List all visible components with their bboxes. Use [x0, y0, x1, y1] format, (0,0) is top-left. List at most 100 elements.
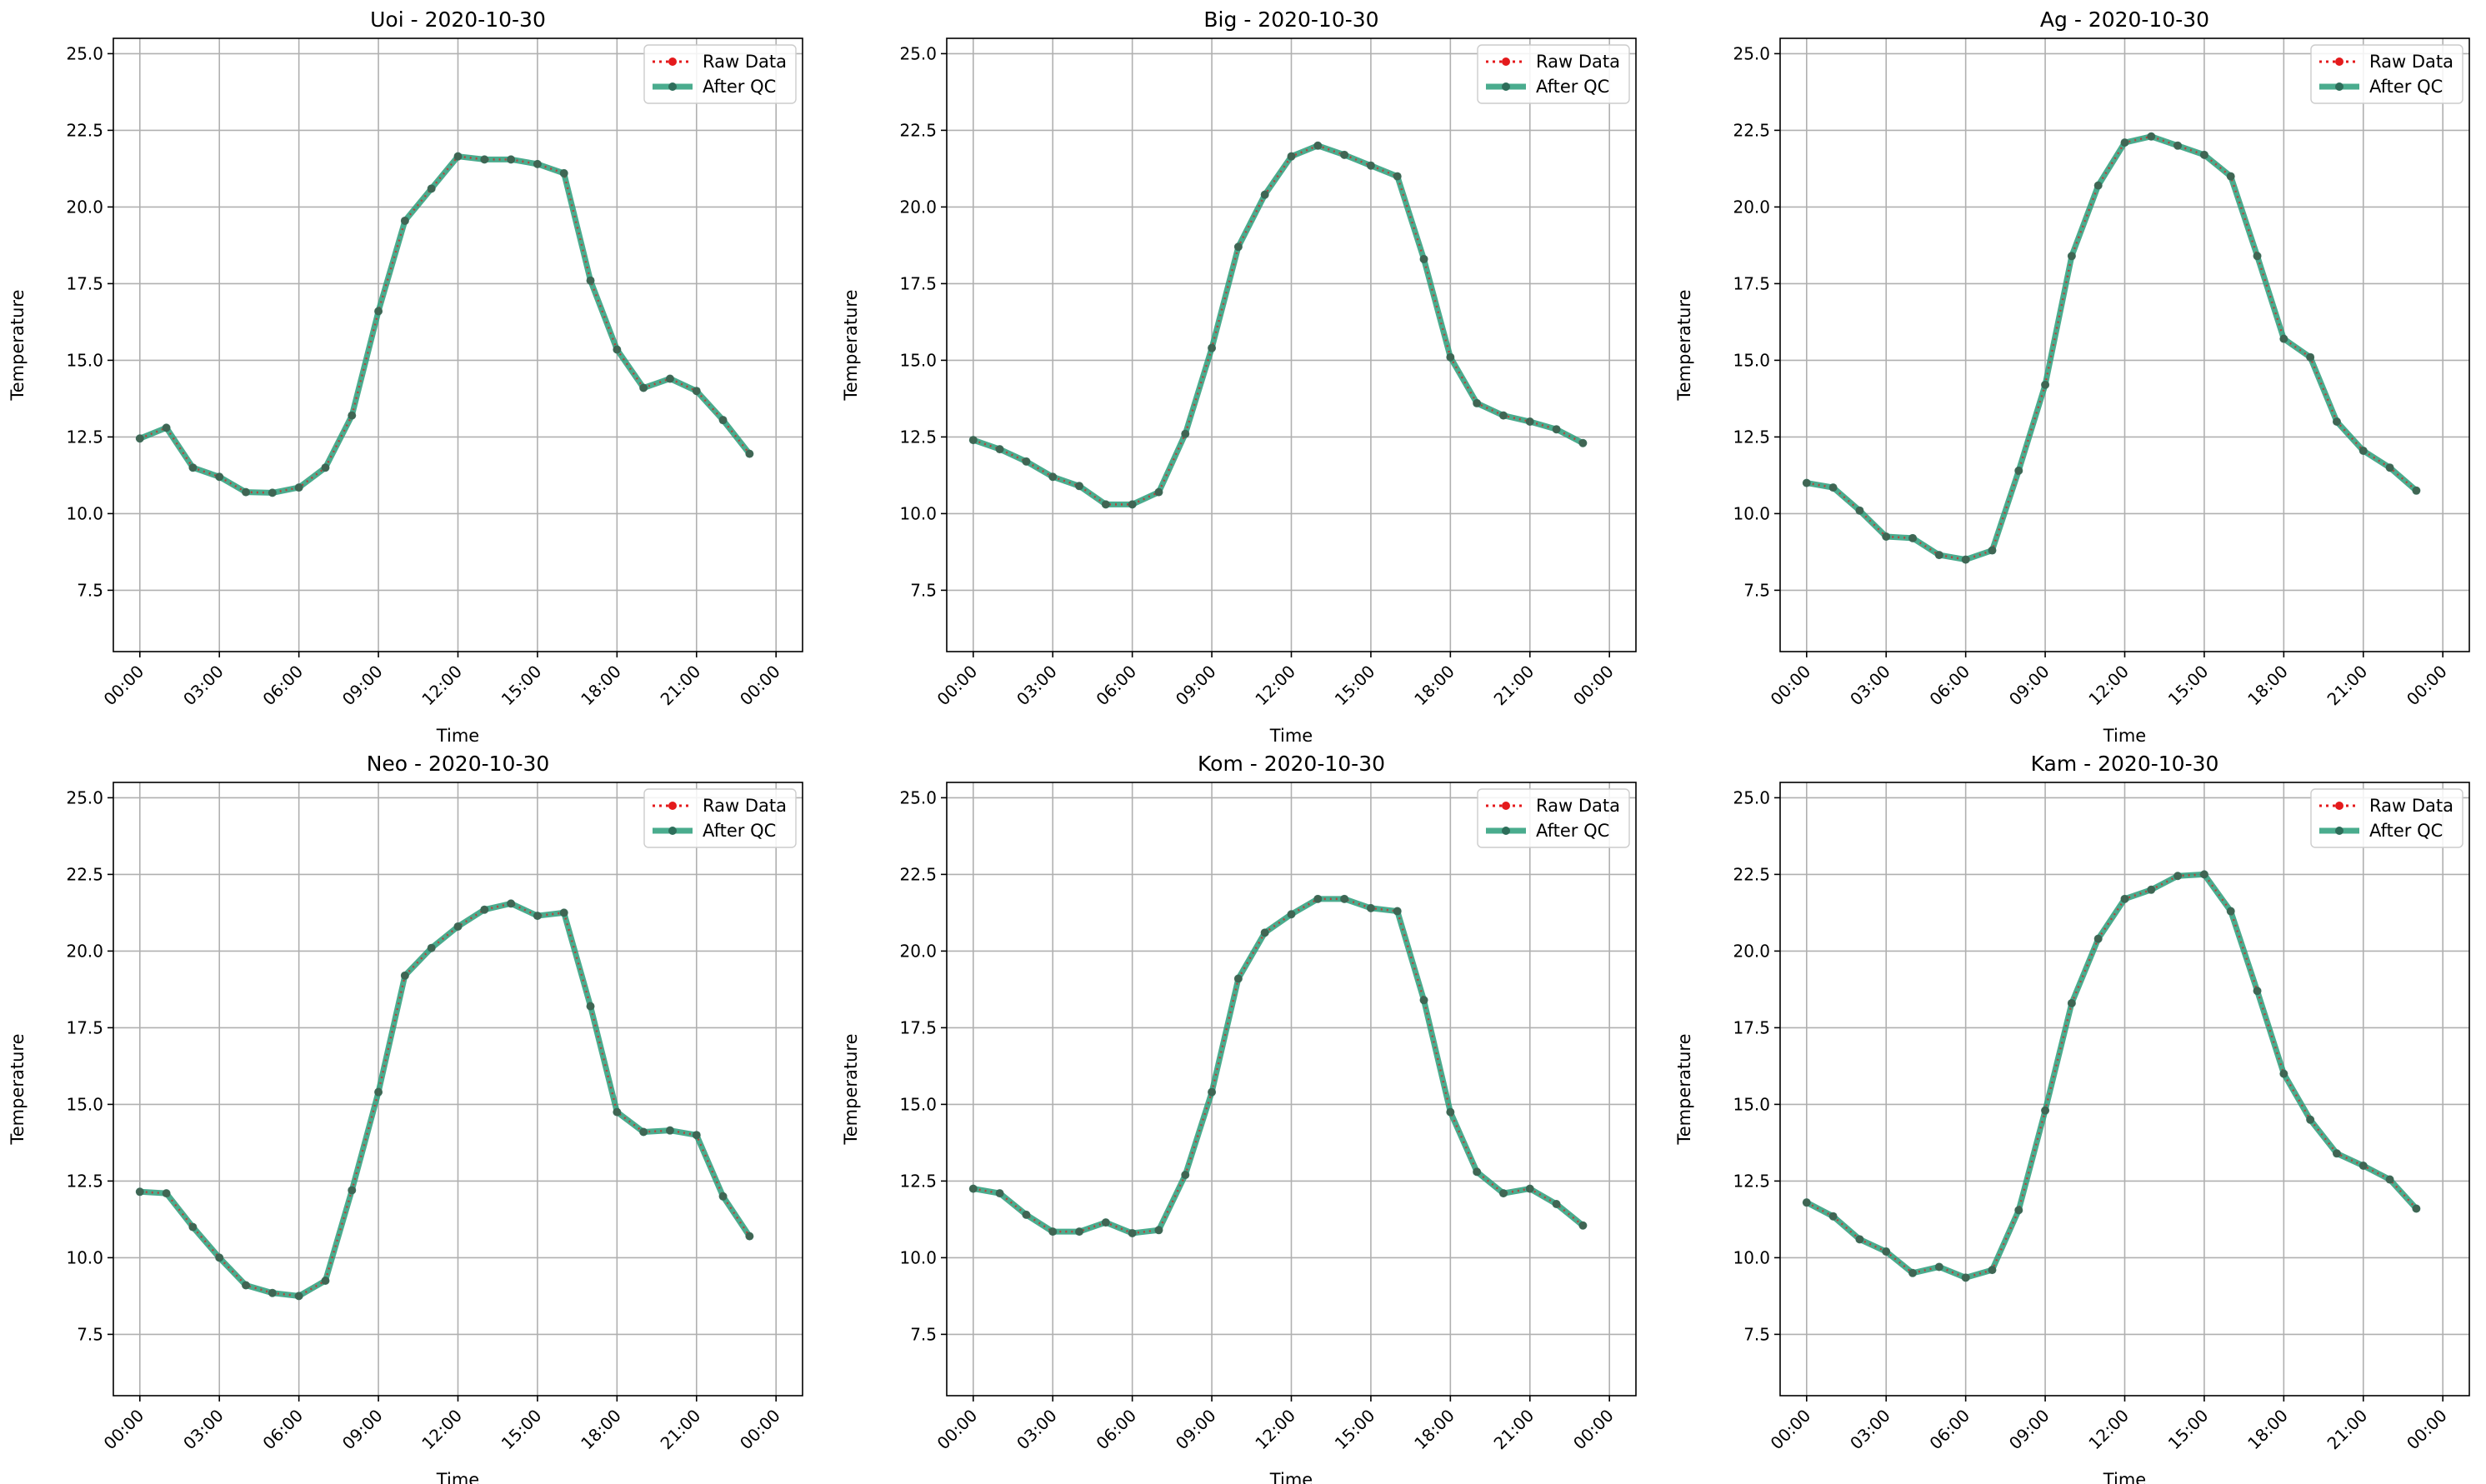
chart-3: 7.5 10.0 12.5 15.0 17.5 20.0 22.5 25.0 00:00 03:0…: [8, 752, 803, 1484]
after-qc-point: [1075, 482, 1084, 491]
y-tick-label: 25.0: [1733, 787, 1770, 807]
chart-2: 7.5 10.0 12.5 15.0 17.5 20.0 22.5 25.0 00:00 03:0…: [1674, 7, 2470, 746]
legend: Raw Data After QC: [1477, 788, 1630, 848]
y-axis-label: Temperature: [8, 289, 28, 401]
after-qc-point: [321, 1277, 330, 1285]
after-qc-point: [1882, 1247, 1891, 1257]
x-tick-label: 15:00: [2164, 662, 2213, 710]
y-tick-label: 7.5: [77, 1324, 103, 1344]
after-qc-point: [1802, 478, 1811, 487]
after-qc-point: [507, 155, 516, 164]
x-tick-label: 21:00: [2323, 1406, 2372, 1454]
after-qc-point: [1260, 190, 1269, 199]
y-tick-label: 25.0: [899, 787, 937, 807]
y-tick-label: 22.5: [899, 120, 937, 140]
after-qc-point: [242, 487, 251, 497]
after-qc-point: [135, 434, 144, 443]
series-after-qc-line: [973, 896, 1585, 1237]
after-qc-point: [453, 152, 463, 161]
y-tick-label: 10.0: [899, 1247, 937, 1267]
legend-raw-data-marker: [668, 802, 677, 810]
x-tick-label: 00:00: [2403, 662, 2451, 710]
y-tick-label: 15.0: [1733, 350, 1770, 370]
chart-title: Kam - 2020-10-30: [2031, 752, 2219, 776]
after-qc-point: [268, 488, 277, 497]
after-qc-point: [1393, 907, 1402, 916]
x-tick-label: 06:00: [1925, 662, 1973, 710]
chart-title: Neo - 2020-10-30: [367, 752, 550, 776]
x-tick-label: 21:00: [657, 662, 705, 710]
y-tick-label: 12.5: [1733, 427, 1770, 447]
after-qc-point: [1208, 343, 1217, 352]
x-tick-label: 21:00: [2323, 662, 2372, 710]
after-qc-point: [2147, 132, 2156, 141]
after-qc-point: [2041, 380, 2050, 389]
legend-after-qc-marker: [668, 827, 677, 835]
after-qc-point: [1260, 928, 1269, 937]
after-qc-point: [480, 155, 489, 164]
after-qc-point: [135, 1187, 144, 1197]
y-tick-label: 7.5: [1743, 1324, 1770, 1344]
after-qc-point: [2120, 894, 2129, 903]
after-qc-point: [613, 345, 622, 354]
series-raw-data-line: [973, 144, 1583, 506]
after-qc-point: [162, 423, 171, 432]
after-qc-point: [2279, 1069, 2288, 1078]
y-tick-label: 12.5: [66, 1171, 103, 1191]
x-axis-label: Time: [1269, 726, 1313, 746]
y-tick-label: 17.5: [899, 273, 937, 293]
after-qc-point: [1233, 242, 1243, 252]
after-qc-point: [2332, 1149, 2341, 1158]
chart-0: 7.5 10.0 12.5 15.0 17.5 20.0 22.5 25.0 00:00 03:0…: [8, 7, 803, 746]
after-qc-point: [215, 1253, 224, 1262]
series-raw-data-line: [139, 902, 751, 1297]
y-tick-label: 7.5: [910, 580, 937, 600]
after-qc-point: [665, 1126, 674, 1135]
y-tick-label: 22.5: [1733, 864, 1770, 884]
after-qc-point: [2173, 141, 2183, 150]
legend-after-qc-label: After QC: [703, 821, 776, 841]
x-tick-label: 15:00: [498, 662, 546, 710]
x-tick-label: 09:00: [338, 662, 387, 710]
y-tick-label: 22.5: [66, 864, 103, 884]
after-qc-point: [1075, 1227, 1084, 1237]
after-qc-point: [1498, 1189, 1508, 1198]
after-qc-point: [1828, 1212, 1838, 1221]
y-tick-label: 12.5: [66, 427, 103, 447]
after-qc-point: [1802, 1198, 1811, 1207]
after-qc-point: [533, 159, 542, 168]
y-tick-label: 20.0: [66, 941, 103, 961]
x-tick-label: 00:00: [736, 1406, 784, 1454]
after-qc-point: [2412, 1204, 2421, 1213]
after-qc-point: [1473, 1167, 1482, 1177]
y-tick-label: 20.0: [66, 197, 103, 217]
after-qc-point: [427, 184, 436, 193]
after-qc-point: [374, 1087, 383, 1097]
x-tick-label: 15:00: [2164, 1406, 2213, 1454]
y-tick-label: 17.5: [66, 1017, 103, 1037]
after-qc-point: [1882, 532, 1891, 541]
after-qc-point: [2332, 417, 2341, 426]
after-qc-point: [2147, 885, 2156, 894]
x-tick-label: 03:00: [1013, 1406, 1061, 1454]
after-qc-point: [2412, 486, 2421, 495]
after-qc-point: [1022, 1210, 1031, 1219]
after-qc-point: [400, 971, 409, 980]
y-tick-label: 17.5: [66, 273, 103, 293]
after-qc-point: [1419, 996, 1428, 1005]
y-tick-label: 20.0: [899, 197, 937, 217]
after-qc-point: [586, 276, 595, 285]
y-tick-label: 17.5: [1733, 1017, 1770, 1037]
y-tick-label: 25.0: [1733, 43, 1770, 63]
series-after-qc-line: [1805, 871, 2418, 1281]
x-tick-label: 12:00: [418, 1406, 466, 1454]
y-tick-label: 20.0: [1733, 941, 1770, 961]
after-qc-point: [1446, 1107, 1455, 1117]
after-qc-point: [1446, 352, 1455, 362]
x-tick-label: 06:00: [258, 1406, 307, 1454]
after-qc-point: [995, 1189, 1004, 1198]
after-qc-point: [2385, 1175, 2394, 1184]
x-tick-label: 06:00: [1092, 662, 1140, 710]
after-qc-point: [1855, 506, 1864, 515]
after-qc-point: [613, 1107, 622, 1117]
